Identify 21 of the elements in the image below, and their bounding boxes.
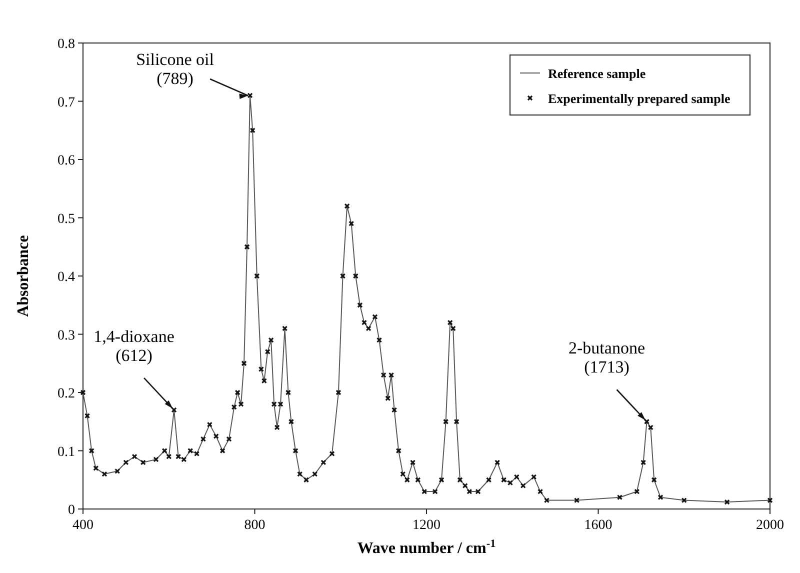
- y-tick-label: 0.7: [58, 95, 75, 110]
- legend-label: Experimentally prepared sample: [548, 91, 730, 106]
- annotation: 1,4-dioxane (612): [94, 326, 174, 365]
- y-tick-label: 0.5: [58, 212, 75, 227]
- x-tick-label: 400: [72, 518, 94, 533]
- annotation: Silicone oil (789): [136, 50, 214, 88]
- x-tick-label: 1200: [412, 518, 440, 533]
- x-tick-label: 2000: [756, 518, 784, 533]
- y-tick-label: 0: [68, 503, 75, 518]
- y-tick-label: 0.1: [58, 444, 75, 460]
- annotation: 2-butanone (1713): [568, 338, 646, 377]
- legend-label: Reference sample: [548, 66, 646, 81]
- x-tick-label: 800: [244, 518, 266, 533]
- y-tick-label: 0.8: [58, 37, 75, 52]
- y-axis-title: Absorbance: [15, 235, 32, 317]
- y-tick-label: 0.3: [58, 328, 75, 344]
- y-tick-label: 0.6: [58, 154, 75, 168]
- y-tick-label: 0.2: [58, 386, 75, 402]
- x-tick-label: 1600: [584, 518, 612, 533]
- x-axis-title: Wave number / cm$^{-1}$: [357, 538, 496, 557]
- y-tick-label: 0.4: [58, 270, 75, 285]
